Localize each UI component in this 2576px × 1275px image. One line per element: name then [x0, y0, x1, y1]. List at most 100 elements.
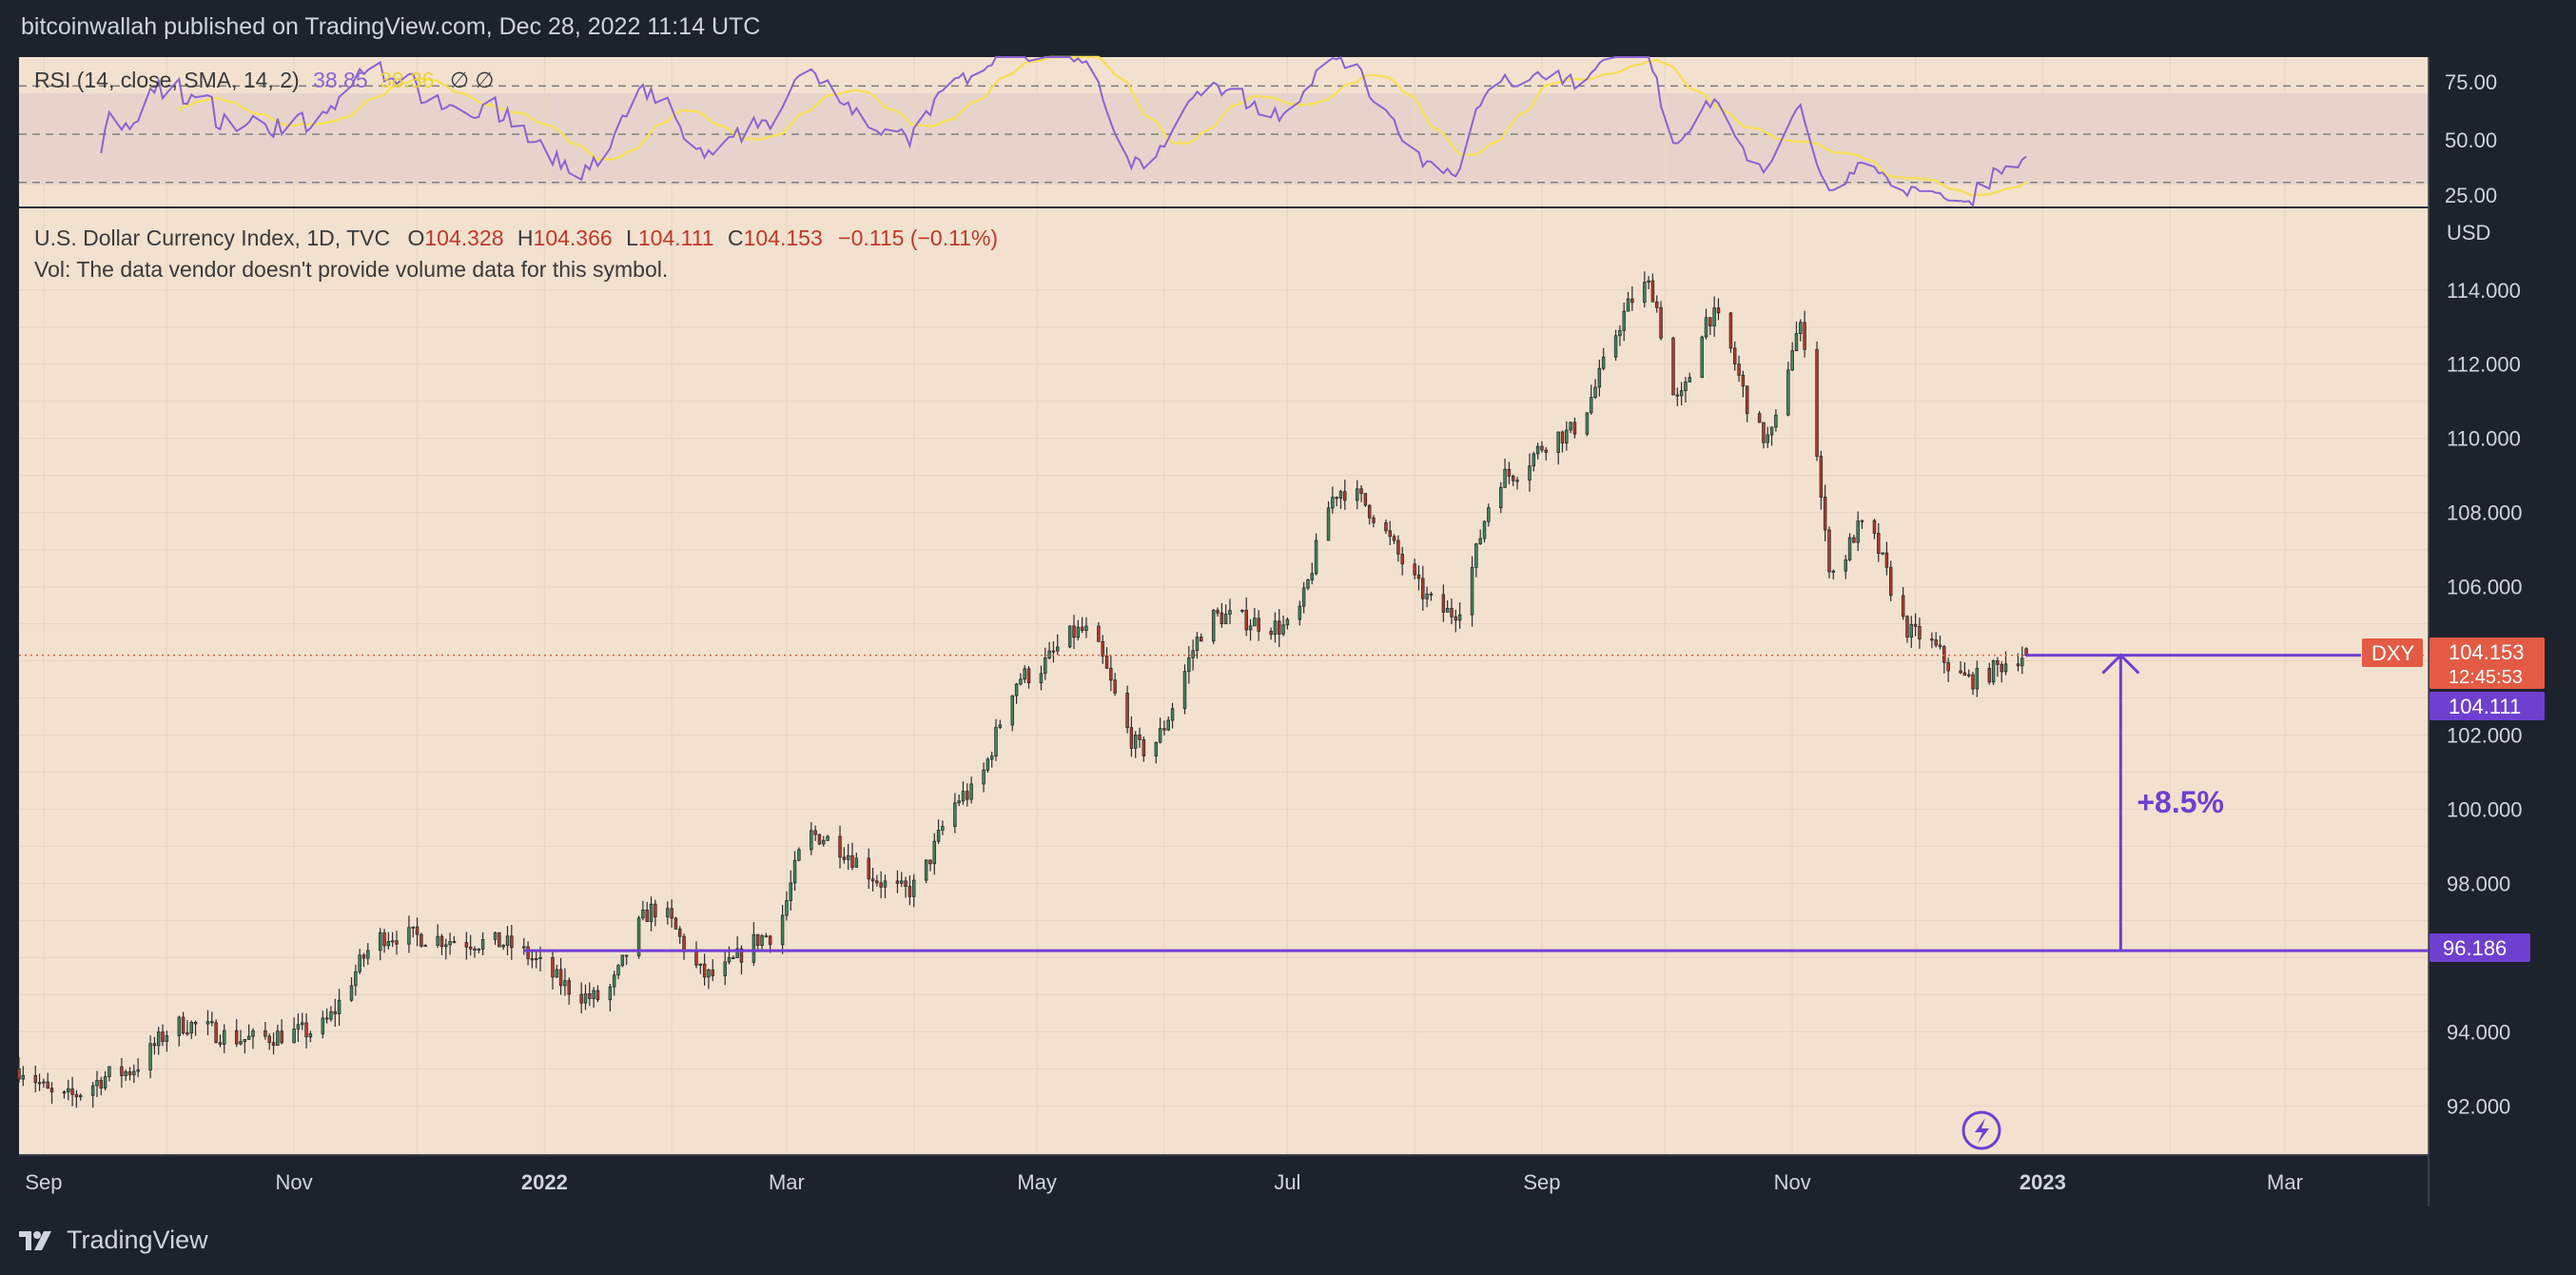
time-axis-tick: Jul — [1274, 1170, 1300, 1194]
last-price-tag — [2430, 638, 2545, 689]
candle-body — [1113, 679, 1117, 694]
ohlc-high: 104.366 — [533, 226, 613, 250]
candle-body — [924, 859, 928, 881]
candle-body — [407, 927, 411, 945]
rsi-legend-extra: ∅ ∅ — [449, 68, 495, 92]
candle-body — [1643, 282, 1647, 304]
candle-body — [1799, 322, 1803, 334]
candle-body — [1223, 614, 1228, 624]
candle-body — [822, 839, 826, 845]
candle-body — [1597, 367, 1602, 388]
candle-body — [1959, 670, 1962, 674]
candle-body — [1014, 683, 1019, 696]
candle-body — [415, 926, 420, 935]
time-axis-tick: Sep — [25, 1170, 62, 1194]
candle-body — [185, 1032, 189, 1035]
candle-body — [1535, 445, 1540, 455]
candle-body — [1343, 491, 1347, 501]
candle-body — [670, 908, 673, 919]
candle-body — [1257, 618, 1260, 632]
candle-body — [986, 758, 990, 771]
candle-body — [210, 1021, 214, 1024]
candle-body — [1269, 631, 1273, 636]
candle-body — [1129, 727, 1134, 749]
candle-body — [1684, 382, 1688, 392]
candle-body — [1569, 422, 1572, 431]
candle-body — [1400, 553, 1404, 565]
candle-body — [588, 992, 592, 999]
candle-body — [1905, 616, 1909, 638]
candle-body — [452, 941, 457, 944]
lightning-icon[interactable] — [1961, 1110, 2001, 1150]
candle-body — [530, 958, 535, 961]
candle-body — [501, 945, 505, 948]
candle-body — [998, 724, 1003, 728]
low-price-value: 104.111 — [2449, 695, 2521, 718]
candle-body — [1700, 336, 1704, 379]
candle-body — [1737, 363, 1741, 376]
candle-body — [193, 1022, 198, 1025]
candle-body — [1298, 605, 1302, 620]
candle-body — [1511, 475, 1515, 481]
footer-brand[interactable]: TradingView — [19, 1226, 208, 1255]
candle-body — [1154, 741, 1159, 756]
candle-body — [1363, 493, 1368, 506]
time-axis-tick: May — [1017, 1170, 1057, 1194]
candle-body — [1244, 609, 1248, 631]
price-axis-ticks: 114.000 112.000 110.000 108.000 106.000 102.0… — [2447, 279, 2523, 1119]
candle-body — [1474, 543, 1478, 568]
candle-body — [875, 880, 879, 884]
candle-body — [1367, 504, 1372, 519]
candle-body — [1158, 728, 1162, 743]
candle-body — [751, 933, 756, 963]
rsi-tick-75: 75.00 — [2445, 70, 2497, 94]
candle-body — [900, 880, 904, 884]
candle-body — [280, 1030, 283, 1044]
candle-body — [107, 1066, 111, 1077]
candle-body — [1794, 333, 1799, 352]
candle-body — [1301, 587, 1306, 607]
candle-body — [768, 935, 772, 946]
time-axis-tick: 2023 — [2020, 1170, 2066, 1194]
candle-body — [1918, 626, 1922, 639]
candle-body — [1253, 618, 1257, 627]
candle-body — [1285, 618, 1290, 626]
candle-body — [558, 969, 563, 987]
candle-body — [420, 933, 423, 948]
candle-body — [810, 830, 813, 851]
candle-body — [132, 1070, 136, 1076]
candle-body — [1023, 668, 1026, 680]
candle-body — [1589, 397, 1593, 414]
candle-body — [67, 1088, 70, 1093]
price-axis-tick: 112.000 — [2447, 353, 2521, 377]
grid-lines — [19, 57, 2429, 1154]
candle-body — [1909, 623, 1914, 638]
rsi-tick-50: 50.00 — [2445, 128, 2497, 152]
candle-body — [727, 957, 732, 963]
candle-body — [1556, 431, 1560, 453]
candle-body — [1712, 307, 1716, 327]
candle-body — [473, 948, 477, 951]
candle-body — [1331, 497, 1335, 509]
candle-body — [941, 826, 945, 831]
candle-body — [608, 986, 613, 1001]
candle-body — [957, 800, 961, 804]
candle-body — [444, 944, 448, 948]
candle-body — [349, 985, 354, 1001]
measure-percent-label: +8.5% — [2137, 785, 2224, 819]
time-axis-tick: Mar — [2267, 1170, 2303, 1194]
candle-body — [1306, 579, 1310, 589]
candle-body — [969, 783, 973, 800]
candle-body — [468, 946, 473, 950]
candle-body — [1560, 431, 1565, 444]
rsi-legend-sma: 38.36 — [380, 68, 435, 92]
ohlc-open-label: O — [407, 226, 425, 250]
ohlc-change: −0.115 (−0.11%) — [838, 226, 999, 250]
candle-body — [989, 755, 994, 760]
candle-body — [1413, 563, 1416, 576]
candle-body — [842, 856, 847, 860]
candle-body — [1786, 369, 1790, 416]
candle-body — [707, 969, 711, 978]
candle-body — [378, 932, 382, 951]
